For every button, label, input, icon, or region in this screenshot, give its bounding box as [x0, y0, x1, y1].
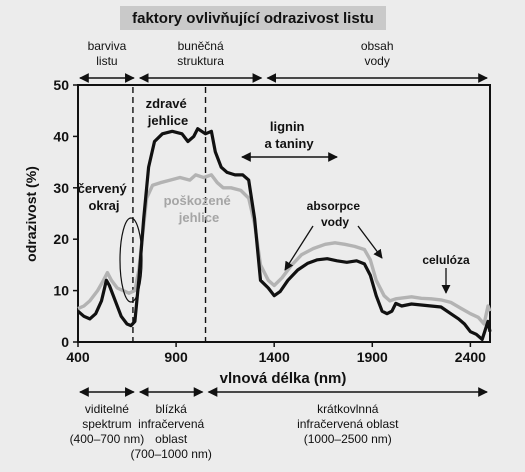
top-region-label: obsah vody [361, 39, 394, 68]
region-dividers [132, 87, 207, 342]
y-axis-title: odrazivost (%) [23, 166, 39, 262]
title-box [120, 6, 386, 30]
chart-title: faktory ovlivňující odrazivost listu [132, 10, 374, 27]
x-tick-label: 900 [164, 349, 188, 365]
top-regions: barviva listu buněčná struktura obsah vody [79, 39, 488, 83]
series-line [76, 127, 492, 341]
lignin-label: lignin a taniny [264, 119, 314, 151]
bottom-region-label: krátkovlnná infračervená oblast (1000–2500… [297, 402, 399, 446]
y-tick-label: 40 [53, 128, 69, 144]
x-tick-label: 2400 [455, 349, 486, 365]
red-edge-label: červený okraj [78, 181, 131, 213]
y-tick-label: 50 [53, 77, 69, 93]
water-arrow-right [357, 225, 383, 259]
red-edge-ellipse [119, 217, 143, 303]
y-tick-label: 0 [61, 334, 69, 350]
bottom-region-label: viditelné spektrum (400–700 nm) [70, 402, 145, 446]
y-tick-label: 10 [53, 283, 69, 299]
x-tick-label: 1400 [259, 349, 290, 365]
axis-ticks: 400 900 1400 1900 2400 0 10 20 30 40 50 [53, 77, 486, 365]
top-region-label: barviva listu [88, 39, 127, 68]
y-tick-label: 30 [53, 180, 69, 196]
x-tick-label: 400 [66, 349, 90, 365]
series-lines [76, 127, 492, 341]
bottom-region-label: blízká infračervená oblast (700–1000 nm) [130, 402, 211, 461]
cellulose-label: celulóza [422, 253, 470, 267]
x-tick-label: 1900 [357, 349, 388, 365]
x-axis-title: vlnová délka (nm) [220, 370, 347, 387]
healthy-label: zdravé jehlice [146, 96, 191, 128]
damaged-label: poškozené jehlice [164, 193, 235, 225]
water-arrow-left [284, 225, 314, 271]
plot-frame [77, 84, 491, 343]
top-region-label: buněčná struktura [177, 39, 224, 68]
water-absorption-label: absorpce vody [307, 199, 364, 229]
y-tick-label: 20 [53, 231, 69, 247]
bottom-regions: viditelné spektrum (400–700 nm)blízká infra… [70, 387, 488, 461]
